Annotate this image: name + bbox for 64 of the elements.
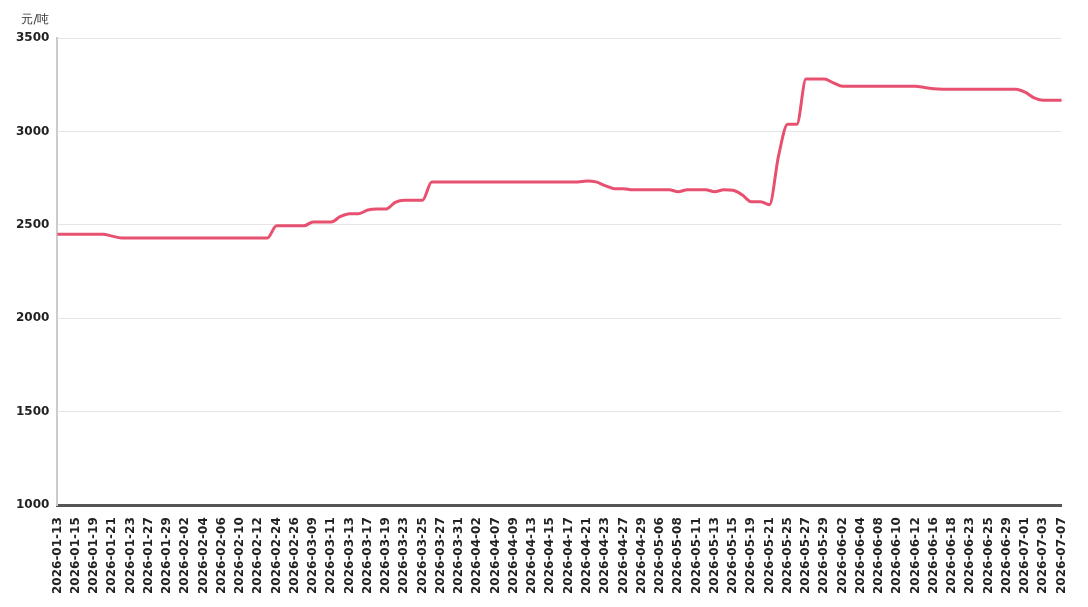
x-tick-label: 2026-06-23 bbox=[962, 517, 977, 595]
x-tick-label: 2026-02-26 bbox=[286, 517, 301, 595]
x-tick-label: 2026-05-11 bbox=[688, 517, 703, 595]
x-tick-label: 2026-05-29 bbox=[816, 517, 831, 595]
x-tick-label: 2026-01-27 bbox=[140, 517, 155, 595]
x-tick-label: 2026-05-13 bbox=[706, 517, 721, 595]
x-tick-label: 2026-05-25 bbox=[779, 517, 794, 595]
x-tick-label: 2026-04-02 bbox=[469, 517, 484, 595]
x-tick-label: 2026-04-17 bbox=[560, 517, 575, 595]
x-tick-label: 2026-03-19 bbox=[378, 517, 393, 595]
x-tick-label: 2026-02-06 bbox=[213, 517, 228, 595]
x-tick-label: 2026-01-13 bbox=[49, 517, 64, 595]
x-tick-label: 2026-06-29 bbox=[998, 517, 1013, 595]
x-tick-label: 2026-06-10 bbox=[889, 517, 904, 595]
x-tick-label: 2026-05-15 bbox=[725, 517, 740, 595]
x-tick-label: 2026-06-18 bbox=[944, 517, 959, 595]
x-tick-label: 2026-05-06 bbox=[652, 517, 667, 595]
line-series bbox=[55, 77, 1064, 240]
x-tick-label: 2026-03-11 bbox=[323, 517, 338, 595]
x-tick-label: 2026-06-16 bbox=[925, 517, 940, 595]
x-tick-label: 2026-04-29 bbox=[633, 517, 648, 595]
x-tick-label: 2026-02-02 bbox=[177, 517, 192, 595]
x-tick-label: 2026-03-27 bbox=[432, 517, 447, 595]
x-tick-label: 2026-03-13 bbox=[341, 517, 356, 595]
y-tick-label: 2500 bbox=[15, 217, 50, 232]
x-tick-label: 2026-04-23 bbox=[597, 517, 612, 595]
x-tick-label: 2026-04-21 bbox=[579, 517, 594, 595]
x-tick-label: 2026-02-10 bbox=[232, 517, 247, 595]
x-tick-label: 2026-01-23 bbox=[122, 517, 137, 595]
x-tick-label: 2026-05-08 bbox=[670, 517, 685, 595]
x-tick-label: 2026-02-04 bbox=[195, 517, 210, 595]
y-tick-label: 3500 bbox=[15, 30, 50, 45]
x-tick-label: 2026-03-23 bbox=[396, 517, 411, 595]
x-tick-label: 2026-04-15 bbox=[542, 517, 557, 595]
x-tick-label: 2026-03-17 bbox=[359, 517, 374, 595]
x-tick-label: 2026-04-07 bbox=[487, 517, 502, 595]
x-tick-label: 2026-03-09 bbox=[305, 517, 320, 595]
x-tick-label: 2026-01-29 bbox=[159, 517, 174, 595]
y-tick-label: 2000 bbox=[15, 310, 50, 325]
x-tick-label: 2026-02-24 bbox=[268, 517, 283, 595]
x-tick-label: 2026-01-19 bbox=[86, 517, 101, 595]
x-tick-label: 2026-06-12 bbox=[907, 517, 922, 595]
y-tick-label: 1000 bbox=[15, 497, 50, 512]
x-tick-label: 2026-05-21 bbox=[761, 517, 776, 595]
x-tick-label: 2026-02-12 bbox=[250, 517, 265, 595]
x-tick-label: 2026-04-27 bbox=[615, 517, 630, 595]
x-tick-label: 2026-01-21 bbox=[104, 517, 119, 595]
x-tick-label: 2026-07-01 bbox=[1017, 517, 1032, 595]
x-tick-label: 2026-03-25 bbox=[414, 517, 429, 595]
x-tick-label: 2026-06-25 bbox=[980, 517, 995, 595]
y-axis-title: 元/吨 bbox=[21, 12, 50, 27]
x-tick-label: 2026-06-04 bbox=[852, 517, 867, 595]
y-tick-label: 3000 bbox=[15, 123, 50, 138]
x-tick-label: 2026-04-13 bbox=[524, 517, 539, 595]
x-tick-label: 2026-07-07 bbox=[1053, 517, 1068, 595]
y-tick-label: 1500 bbox=[15, 403, 50, 418]
x-tick-label: 2026-06-08 bbox=[871, 517, 886, 595]
x-tick-label: 2026-07-03 bbox=[1035, 517, 1050, 595]
x-tick-label: 2026-06-02 bbox=[834, 517, 849, 595]
x-tick-label: 2026-05-19 bbox=[743, 517, 758, 595]
x-tick-label: 2026-04-09 bbox=[505, 517, 520, 595]
x-tick-label: 2026-01-15 bbox=[67, 517, 82, 595]
x-tick-label: 2026-03-31 bbox=[451, 517, 466, 595]
x-tick-label: 2026-05-27 bbox=[798, 517, 813, 595]
